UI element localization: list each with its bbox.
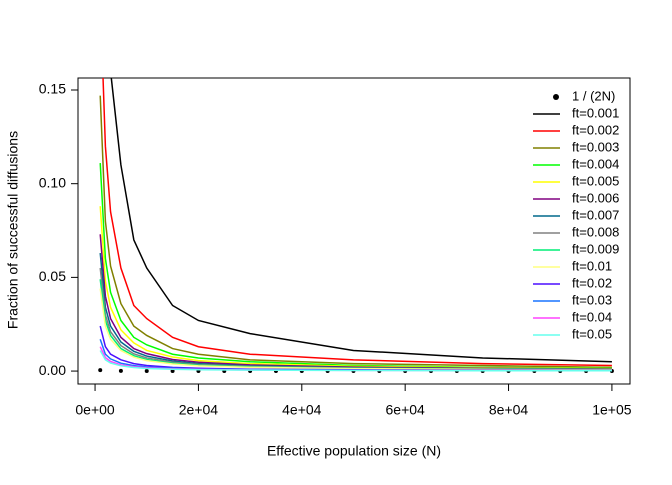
legend-label: ft=0.02 xyxy=(572,275,612,290)
x-tick-label: 6e+04 xyxy=(386,402,426,418)
legend-label: ft=0.009 xyxy=(572,241,619,256)
x-tick-label: 0e+00 xyxy=(75,402,115,418)
legend-label: ft=0.002 xyxy=(572,122,619,137)
y-axis-label: Fraction of successful diffusions xyxy=(5,131,21,329)
plot-frame xyxy=(77,77,631,385)
legend-label: ft=0.04 xyxy=(572,309,612,324)
legend-label: ft=0.006 xyxy=(572,190,619,205)
x-tick-label: 2e+04 xyxy=(179,402,219,418)
series-line xyxy=(99,252,612,370)
legend-label: ft=0.007 xyxy=(572,207,619,222)
legend-label: 1 / (2N) xyxy=(572,88,615,103)
x-axis-label: Effective population size (N) xyxy=(267,443,441,459)
y-tick-label: 0.15 xyxy=(39,81,66,97)
series-line xyxy=(110,78,612,363)
legend-label: ft=0.03 xyxy=(572,292,612,307)
legend-label: ft=0.001 xyxy=(572,105,619,120)
legend-label: ft=0.003 xyxy=(572,139,619,154)
legend-label: ft=0.01 xyxy=(572,258,612,273)
point xyxy=(144,368,149,373)
y-tick-label: 0.05 xyxy=(39,268,66,284)
point xyxy=(118,368,123,373)
y-tick-label: 0.00 xyxy=(39,362,66,378)
legend-label: ft=0.008 xyxy=(572,224,619,239)
series-line xyxy=(102,78,612,367)
series-line xyxy=(99,279,612,371)
legend-label: ft=0.005 xyxy=(572,173,619,188)
legend-marker xyxy=(553,94,559,100)
legend-label: ft=0.05 xyxy=(572,326,612,341)
legend-label: ft=0.004 xyxy=(572,156,619,171)
x-tick-label: 1e+05 xyxy=(592,402,632,418)
point xyxy=(98,368,103,373)
series-line xyxy=(99,95,612,369)
series-line xyxy=(99,163,612,370)
series-line xyxy=(99,288,612,371)
x-tick-label: 8e+04 xyxy=(489,402,529,418)
series-line xyxy=(99,350,612,372)
series-line xyxy=(99,206,612,370)
point xyxy=(170,369,175,374)
y-tick-label: 0.10 xyxy=(39,174,66,190)
x-tick-label: 4e+04 xyxy=(282,402,322,418)
plot-area xyxy=(98,78,614,374)
